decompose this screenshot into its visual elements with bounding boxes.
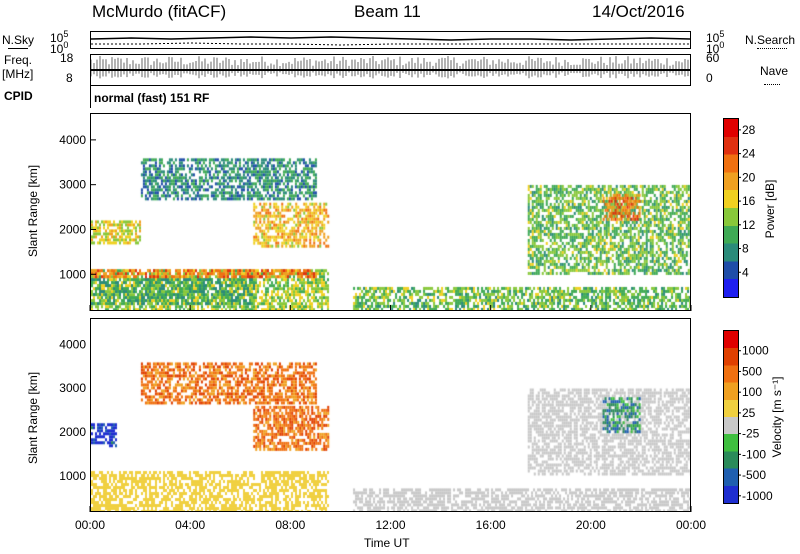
- x-tick-label: 00:00: [676, 518, 706, 532]
- power-cbar-label: Power [dB]: [763, 179, 777, 239]
- nsearch-legend-line: [757, 48, 787, 49]
- velocity-colorbar: [723, 330, 739, 504]
- nsky-traces: [90, 36, 691, 46]
- y-tick-label: 1000: [59, 469, 86, 483]
- y-tick-label: 3000: [59, 178, 86, 192]
- freq-label: Freq.: [4, 53, 33, 67]
- nave-label: Nave: [760, 64, 789, 78]
- colorbar-tick-label: 100: [742, 385, 762, 399]
- colorbar-tick-label: 25: [742, 406, 756, 420]
- cpid-label: CPID: [4, 89, 33, 103]
- freq-top-tick: 18: [60, 51, 74, 65]
- freq-unit: [MHz]: [2, 67, 34, 81]
- x-tick-label: 12:00: [375, 518, 405, 532]
- cpid-value: normal (fast) 151 RF: [94, 91, 210, 105]
- colorbar-tick-label: 20: [742, 170, 756, 184]
- colorbar-tick-label: 24: [742, 147, 756, 161]
- colorbar-tick-label: 8: [742, 242, 749, 256]
- y-tick-label: 3000: [59, 381, 86, 395]
- nave-bot-tick: 0: [706, 71, 713, 85]
- power-colorbar: [723, 118, 739, 298]
- x-tick-label: 00:00: [75, 518, 105, 532]
- beam-title: Beam 11: [354, 2, 421, 21]
- colorbar-tick-label: 28: [742, 123, 756, 137]
- x-tick-label: 08:00: [275, 518, 305, 532]
- colorbar-tick-label: 500: [742, 364, 762, 378]
- power-ylabel: Slant Range [km]: [26, 164, 40, 257]
- cpid-marker: [90, 86, 91, 108]
- nsky-bot-tick: 100: [50, 40, 69, 56]
- nsearch-top-tick: 105: [706, 29, 725, 45]
- colorbar-tick-label: 16: [742, 194, 756, 208]
- nave-legend-line: [764, 84, 780, 85]
- nsky-panel: [90, 31, 691, 49]
- nsky-label: N.Sky: [2, 33, 35, 47]
- velocity-cbar-label: Velocity [m s⁻¹]: [770, 376, 784, 458]
- velocity-ylabel: Slant Range [km]: [26, 371, 40, 464]
- station-title: McMurdo (fitACF): [92, 2, 227, 21]
- x-tick-label: 04:00: [175, 518, 205, 532]
- x-tick-label: 20:00: [576, 518, 606, 532]
- nsky-legend-line: [8, 48, 28, 49]
- y-tick-label: 4000: [59, 337, 86, 351]
- colorbar-tick-label: 4: [742, 265, 749, 279]
- colorbar-tick-label: -500: [742, 468, 766, 482]
- velocity-heatmap: [91, 319, 690, 511]
- colorbar-tick-label: -1000: [742, 489, 773, 503]
- colorbar-tick-label: -100: [742, 447, 766, 461]
- colorbar-tick-label: 1000: [742, 344, 769, 358]
- y-tick-label: 2000: [59, 222, 86, 236]
- colorbar-tick-label: 12: [742, 218, 756, 232]
- nsearch-label: N.Search: [745, 33, 796, 47]
- nsky-top-tick: 105: [50, 29, 69, 45]
- freq-panel: [90, 54, 691, 86]
- power-heatmap: [91, 114, 690, 310]
- y-tick-label: 1000: [59, 267, 86, 281]
- date-title: 14/Oct/2016: [592, 2, 685, 21]
- freq-bot-tick: 8: [66, 71, 73, 85]
- y-tick-label: 2000: [59, 425, 86, 439]
- freq-traces: [90, 56, 690, 79]
- power-panel: [90, 113, 691, 311]
- velocity-panel: [90, 318, 691, 512]
- y-tick-label: 4000: [59, 133, 86, 147]
- time-xlabel: Time UT: [364, 536, 410, 550]
- colorbar-tick-label: -25: [742, 427, 760, 441]
- x-tick-label: 16:00: [476, 518, 506, 532]
- nsearch-bot-tick: 100: [706, 40, 725, 56]
- nave-top-tick: 60: [706, 51, 720, 65]
